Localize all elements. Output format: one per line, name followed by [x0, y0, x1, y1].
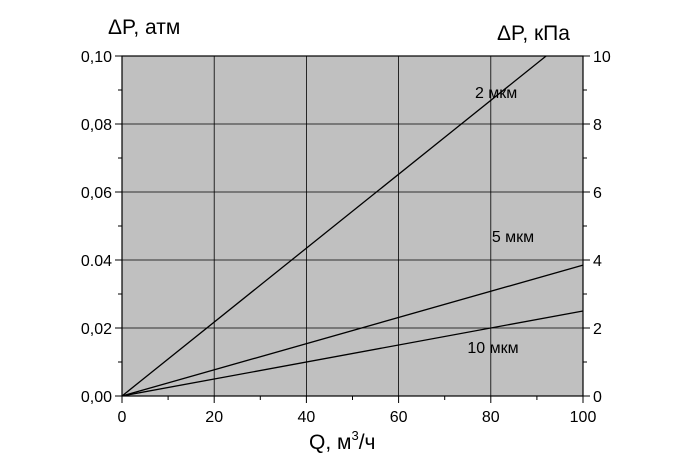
x-tick-label: 20 — [205, 409, 223, 426]
series-label: 2 мкм — [475, 85, 517, 102]
y-right-axis-title: ΔP, кПа — [497, 22, 570, 45]
x-tick-label: 60 — [390, 409, 408, 426]
y-right-tick-label: 6 — [593, 185, 602, 202]
y-left-tick-label: 0.04 — [81, 253, 112, 270]
y-right-tick-label: 10 — [593, 49, 611, 66]
y-left-tick-label: 0,10 — [81, 49, 112, 66]
x-axis-title-sup: 3 — [351, 428, 358, 443]
y-left-tick-label: 0,08 — [81, 117, 112, 134]
x-tick-label: 80 — [482, 409, 500, 426]
y-left-tick-label: 0,00 — [81, 389, 112, 406]
tick-labels: 0 20 40 60 80 100 0,00 0,02 0.04 0,06 0,08 0,10 0 2 4 6… — [81, 49, 611, 426]
x-tick-label: 0 — [118, 409, 127, 426]
x-axis-title-tail: /ч — [359, 431, 376, 454]
grid-lines — [122, 56, 583, 396]
plot-area — [122, 56, 583, 396]
axis-ticks — [115, 55, 590, 403]
series-line — [121, 55, 547, 397]
y-left-tick-label: 0,02 — [81, 321, 112, 338]
x-tick-label: 40 — [298, 409, 316, 426]
series-line — [121, 310, 584, 397]
series-line — [121, 264, 584, 397]
x-axis-title-main: Q, м — [309, 431, 351, 454]
y-left-axis-title: ΔP, атм — [108, 16, 180, 39]
y-left-tick-label: 0,06 — [81, 185, 112, 202]
series-label: 10 мкм — [467, 340, 518, 357]
y-right-tick-label: 2 — [593, 321, 602, 338]
y-right-tick-label: 4 — [593, 253, 602, 270]
series-lines — [121, 55, 584, 397]
x-axis-title: Q, м3/ч — [309, 428, 375, 454]
y-right-tick-label: 0 — [593, 389, 602, 406]
x-tick-label: 100 — [570, 409, 597, 426]
series-label: 5 мкм — [492, 229, 534, 246]
y-right-tick-label: 8 — [593, 117, 602, 134]
